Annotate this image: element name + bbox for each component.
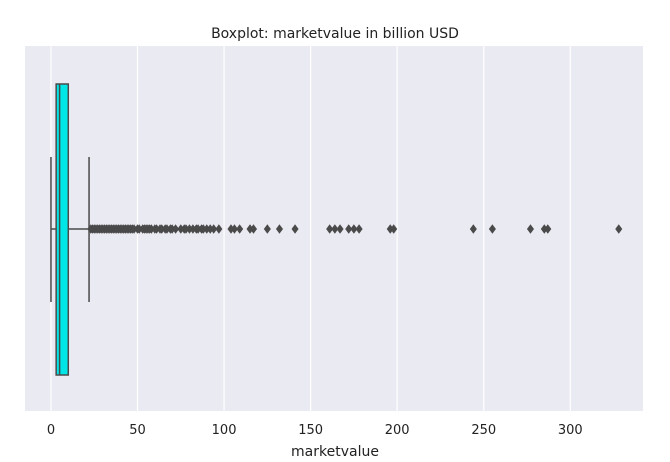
outlier-point (390, 224, 398, 234)
outlier-point (355, 224, 363, 234)
outlier-point (615, 224, 623, 234)
x-axis-label: marketvalue (291, 444, 379, 460)
x-tick-label: 100 (212, 423, 237, 438)
x-tick-label: 300 (558, 423, 583, 438)
x-tick-label: 0 (47, 423, 55, 438)
outlier-point (331, 224, 339, 234)
outlier-point (469, 224, 477, 234)
outlier-point (488, 224, 496, 234)
outlier-point (526, 224, 535, 234)
outlier-point (210, 224, 218, 234)
outlier-point (230, 224, 238, 234)
x-tick-label: 50 (129, 423, 146, 438)
x-tick-label: 250 (471, 423, 496, 438)
outlier-point (326, 224, 334, 234)
outlier-point (236, 224, 244, 234)
outlier-point (291, 224, 299, 234)
x-tick-label: 150 (298, 423, 323, 438)
outlier-point (345, 224, 353, 234)
outlier-point (172, 224, 180, 234)
outlier-point (336, 224, 344, 234)
chart-title: Boxplot: marketvalue in billion USD (211, 26, 459, 42)
outlier-point (350, 224, 358, 234)
outlier-point (275, 224, 283, 234)
outlier-point (249, 224, 258, 234)
outlier-point (215, 224, 223, 234)
outlier-points (87, 224, 623, 234)
x-tick-labels: 0 50 100 150 200 250 300 (47, 423, 583, 438)
iqr-box (55, 83, 70, 376)
outlier-point (544, 224, 552, 234)
x-tick-label: 200 (385, 423, 410, 438)
outlier-point (263, 224, 271, 234)
